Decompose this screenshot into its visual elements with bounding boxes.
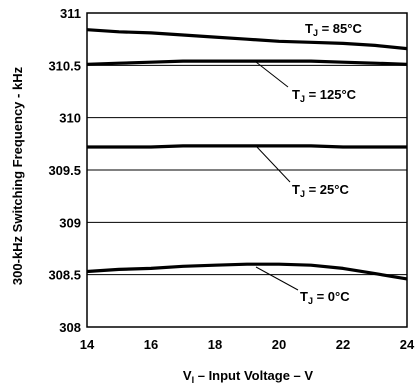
series-label-sub: J (308, 296, 313, 306)
x-tick-label: 14 (80, 337, 95, 352)
series-line-0 (86, 28, 408, 51)
x-tick-label: 20 (272, 337, 286, 352)
callout-leader-2 (255, 145, 291, 183)
x-axis-label: VI – Input Voltage – V (183, 368, 313, 385)
callout-leader-3 (255, 266, 299, 291)
series-label-main: T (300, 289, 308, 304)
y-tick-label: 310.5 (48, 58, 81, 73)
series-lines (86, 28, 408, 281)
y-axis-label: 300-kHz Switching Frequency - kHz (10, 66, 25, 285)
series-line-2 (87, 144, 407, 149)
series-label-sub: J (300, 94, 305, 104)
x-tick-label: 18 (208, 337, 222, 352)
y-tick-label: 309 (59, 215, 81, 230)
series-line-1 (86, 59, 408, 66)
grid-lines (87, 64, 407, 276)
series-label-main: T (305, 21, 313, 36)
y-tick-label: 309.5 (48, 163, 81, 178)
y-tick-label: 308.5 (48, 268, 81, 283)
series-label-rest: = 85°C (318, 21, 362, 36)
x-tick-label: 16 (144, 337, 158, 352)
plot-frame (86, 12, 408, 328)
series-label-sub: J (300, 189, 305, 199)
series-label-2: TJ = 25°C (292, 182, 349, 199)
x-axis-label-sub: I (192, 375, 195, 385)
x-tick-label: 24 (400, 337, 415, 352)
x-tick-labels: 14 16 18 20 22 24 (80, 337, 415, 352)
series-line-3 (86, 262, 408, 281)
y-tick-label: 311 (60, 6, 81, 21)
series-callouts: TJ = 85°CTJ = 125°CTJ = 25°CTJ = 0°C (255, 21, 362, 306)
y-tick-label: 308 (59, 320, 81, 335)
x-tick-label: 22 (336, 337, 350, 352)
series-label-0: TJ = 85°C (305, 21, 362, 38)
y-tick-label: 310 (59, 111, 81, 126)
callout-leader-1 (255, 61, 289, 88)
series-label-main: T (292, 182, 300, 197)
x-axis-label-main: V (183, 368, 192, 383)
series-label-rest: = 125°C (305, 87, 357, 102)
series-label-3: TJ = 0°C (300, 289, 350, 306)
y-tick-labels: 308 308.5 309 309.5 310 310.5 311 (48, 6, 81, 335)
series-label-main: T (292, 87, 300, 102)
series-label-1: TJ = 125°C (292, 87, 357, 104)
series-label-sub: J (313, 28, 318, 38)
x-axis-label-rest: – Input Voltage – V (194, 368, 313, 383)
series-label-rest: = 0°C (313, 289, 350, 304)
series-label-rest: = 25°C (305, 182, 349, 197)
